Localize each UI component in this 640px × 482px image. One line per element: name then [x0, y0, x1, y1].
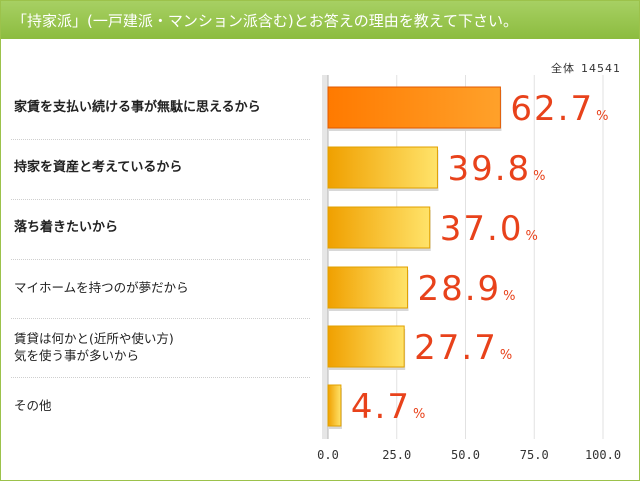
value-label: 37.0 [440, 209, 524, 249]
value-unit: % [533, 169, 545, 184]
bar [327, 266, 408, 309]
row-separator [11, 259, 311, 260]
bar [327, 384, 342, 427]
value-label: 4.7 [351, 387, 411, 427]
category-label: マイホームを持つのが夢だから [14, 280, 189, 295]
row-separator [11, 377, 311, 378]
bar [327, 206, 431, 249]
x-tick-label: 0.0 [317, 448, 339, 462]
value-unit: % [503, 289, 515, 304]
x-tick-label: 25.0 [382, 448, 411, 462]
category-label: その他 [14, 398, 52, 413]
value-unit: % [500, 348, 512, 363]
row-separator [11, 139, 311, 140]
category-label: 持家を資産と考えているから [14, 160, 183, 175]
total-value: 14541 [581, 62, 621, 75]
value-label: 39.8 [447, 149, 531, 189]
page-title: 「持家派」(一戸建派・マンション派含む)とお答えの理由を教えて下さい。 [12, 12, 518, 30]
value-label: 27.7 [414, 328, 498, 368]
value-unit: % [525, 229, 537, 244]
total-label: 全体 [551, 62, 575, 75]
row-separator [11, 199, 311, 200]
header-bar: 「持家派」(一戸建派・マンション派含む)とお答えの理由を教えて下さい。 [1, 1, 639, 39]
x-tick-label: 75.0 [520, 448, 549, 462]
value-unit: % [413, 407, 425, 422]
x-tick-label: 50.0 [451, 448, 480, 462]
bar [327, 325, 405, 368]
value-label: 62.7 [510, 89, 594, 129]
row-separator [11, 318, 311, 319]
value-unit: % [596, 109, 608, 124]
bar [327, 146, 438, 189]
total-count: 全体 14541 [551, 60, 621, 76]
bar [327, 86, 501, 129]
x-tick-label: 100.0 [585, 448, 621, 462]
y-axis-band [322, 75, 328, 439]
value-label: 28.9 [417, 269, 501, 309]
category-label: 賃貸は何かと(近所や使い方) 気を使う事が多いから [14, 330, 174, 363]
category-label: 家賃を支払い続ける事が無駄に思えるから [14, 100, 261, 115]
category-label: 落ち着きたいから [14, 220, 119, 235]
